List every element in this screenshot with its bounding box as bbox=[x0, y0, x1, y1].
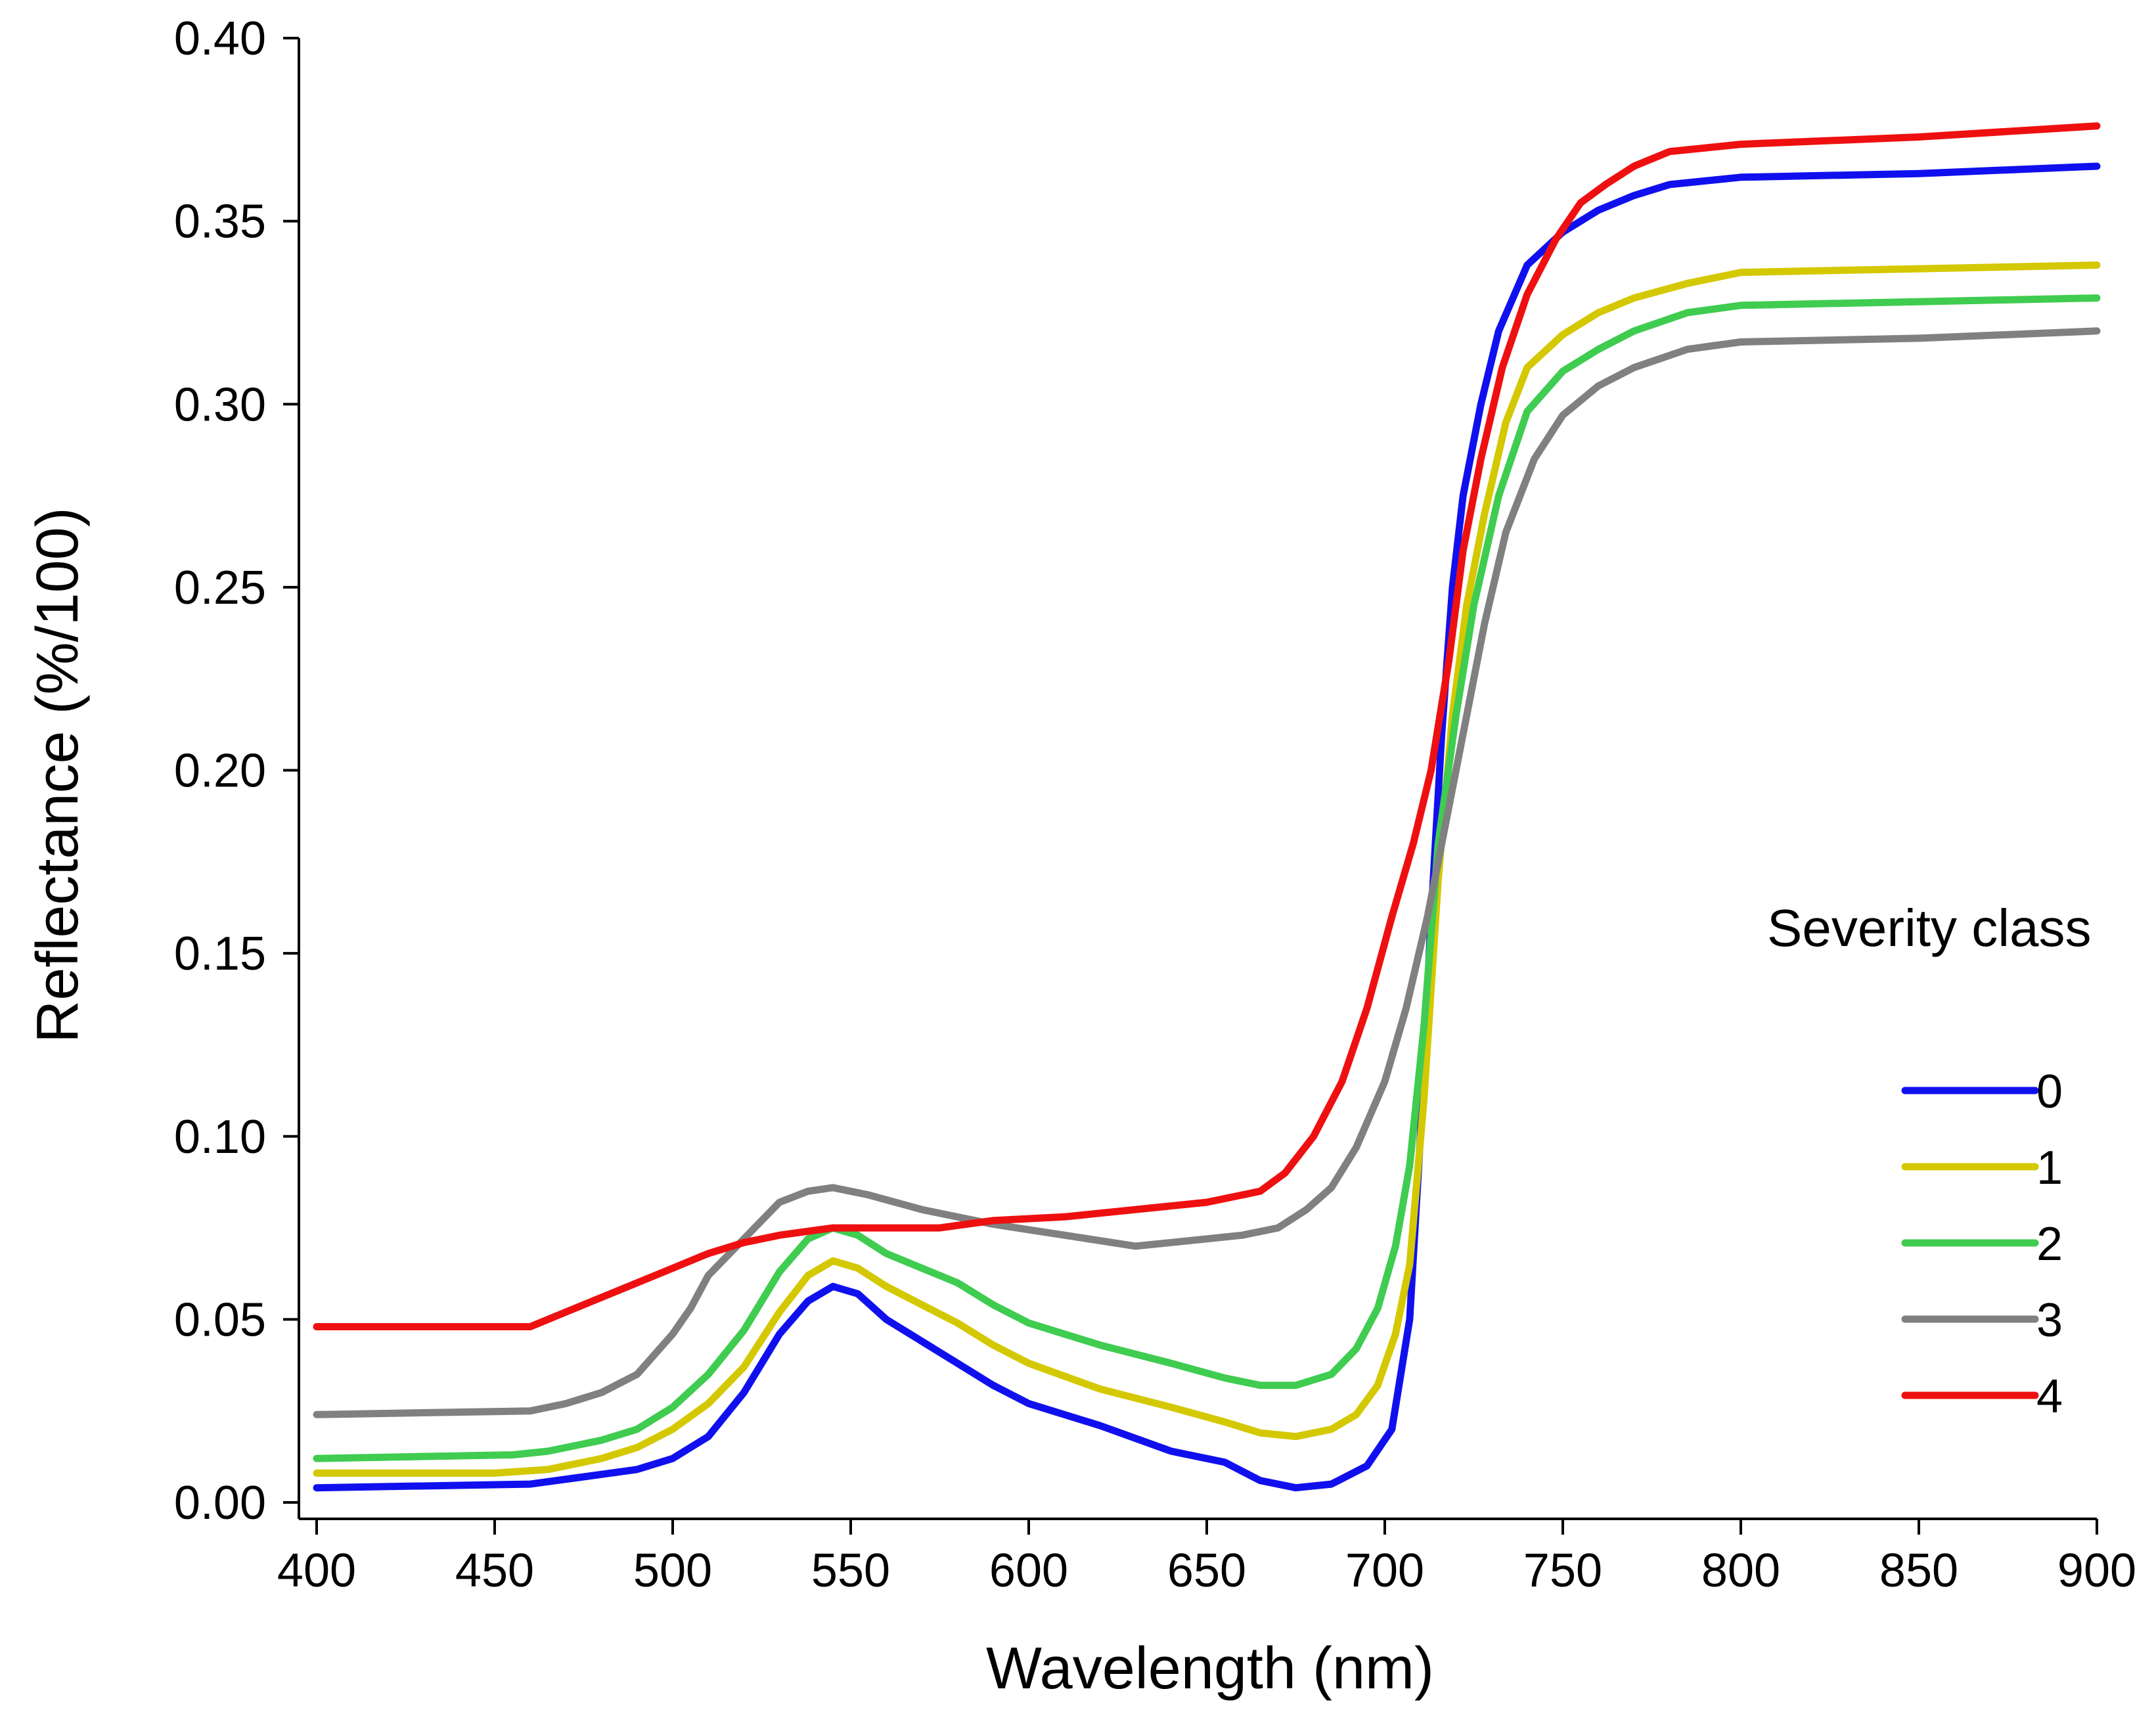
legend-label-3: 3 bbox=[2036, 1294, 2063, 1347]
axes: 400 450 500 550 600 650 700 750 800 850 900 0.000.… bbox=[174, 12, 2136, 1597]
plot-area bbox=[313, 122, 2101, 1492]
legend-label-4: 4 bbox=[2036, 1370, 2063, 1423]
y-tick-label: 0.20 bbox=[174, 745, 266, 798]
legend-label-1: 1 bbox=[2036, 1142, 2063, 1194]
x-axis-title: Wavelength (nm) bbox=[986, 1636, 1434, 1701]
y-tick-label: 0.30 bbox=[174, 378, 266, 431]
legend-label-0: 0 bbox=[2036, 1066, 2063, 1118]
y-tick-label: 0.35 bbox=[174, 196, 266, 248]
y-tick-label: 0.15 bbox=[174, 928, 266, 980]
x-tick-label: 550 bbox=[811, 1544, 890, 1597]
series-line-3 bbox=[313, 327, 2101, 1418]
y-ticks: 0.00 0.05 0.10 0.15 0.20 0.25 0.30 0.35 0.40 bbox=[174, 12, 299, 1529]
y-tick-label: 0.00 bbox=[174, 1477, 266, 1529]
series-line-1 bbox=[313, 261, 2101, 1477]
legend-label-2: 2 bbox=[2036, 1218, 2063, 1271]
x-tick-label: 750 bbox=[1523, 1544, 1602, 1597]
legend-title: Severity class bbox=[1767, 899, 2091, 957]
x-tick-label: 600 bbox=[989, 1544, 1068, 1597]
series-layer bbox=[313, 122, 2101, 1492]
x-tick-label: 800 bbox=[1701, 1544, 1780, 1597]
series-line-4 bbox=[313, 122, 2101, 1330]
x-tick-label: 650 bbox=[1167, 1544, 1246, 1597]
x-tick-label: 700 bbox=[1345, 1544, 1424, 1597]
x-ticks: 400 450 500 550 600 650 700 750 800 850 900 bbox=[277, 1519, 2136, 1597]
series-line-2 bbox=[313, 294, 2101, 1462]
y-axis-title: Reflectance (%/100) bbox=[25, 507, 91, 1043]
series-line-0 bbox=[313, 162, 2101, 1492]
x-tick-label: 900 bbox=[2057, 1544, 2136, 1597]
legend-items: 0 1 2 3 4 bbox=[1901, 1066, 2063, 1423]
y-tick-label: 0.10 bbox=[174, 1111, 266, 1163]
y-tick-label: 0.40 bbox=[174, 12, 266, 65]
legend: Severity class 0 1 2 3 4 bbox=[1767, 899, 2091, 1423]
x-tick-label: 450 bbox=[455, 1544, 534, 1597]
x-tick-label: 400 bbox=[277, 1544, 356, 1597]
x-tick-label: 500 bbox=[633, 1544, 712, 1597]
x-tick-label: 850 bbox=[1879, 1544, 1958, 1597]
y-tick-label: 0.05 bbox=[174, 1294, 266, 1346]
y-tick-label: 0.25 bbox=[174, 562, 266, 614]
